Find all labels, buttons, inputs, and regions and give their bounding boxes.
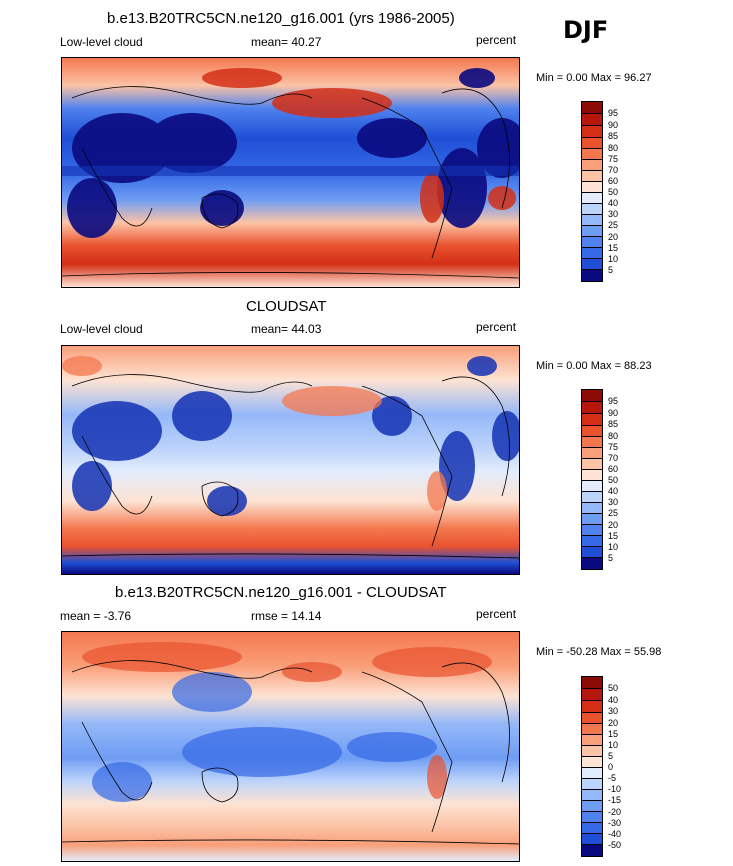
tick-label: 30 (608, 706, 619, 716)
panel2-title: CLOUDSAT (246, 298, 327, 315)
tick-label: 85 (608, 131, 619, 141)
panel1-mean: mean= 40.27 (251, 35, 322, 49)
tick-label: -30 (608, 818, 622, 828)
panel3-title: b.e13.B20TRC5CN.ne120_g16.001 - CLOUDSAT (115, 584, 447, 601)
tick-label: 50 (608, 475, 619, 485)
tick-label: -10 (608, 784, 622, 794)
tick-label: 40 (608, 486, 619, 496)
tick-label: 15 (608, 531, 619, 541)
tick-label: 10 (608, 254, 619, 264)
season-label: DJF (563, 16, 609, 44)
tick-label: -5 (608, 773, 617, 783)
tick-label: 10 (608, 542, 619, 552)
tick-label: 75 (608, 154, 619, 164)
panel1-units: percent (476, 33, 517, 47)
tick-label: 50 (608, 187, 619, 197)
tick-label: 5 (608, 265, 614, 275)
tick-label: -15 (608, 795, 622, 805)
tick-label: 20 (608, 232, 619, 242)
panel1-title: b.e13.B20TRC5CN.ne120_g16.001 (yrs 1986-… (107, 10, 455, 27)
tick-label: 20 (608, 718, 619, 728)
tick-label: 95 (608, 108, 619, 118)
tick-label: 70 (608, 453, 619, 463)
tick-label: 90 (608, 408, 619, 418)
tick-label: 15 (608, 729, 619, 739)
tick-label: 30 (608, 497, 619, 507)
tick-label: 90 (608, 120, 619, 130)
panel1-left-label: Low-level cloud (60, 35, 143, 49)
panel2-minmax: Min = 0.00 Max = 88.23 (536, 360, 652, 372)
panel2-mean: mean= 44.03 (251, 322, 322, 336)
tick-label: 60 (608, 176, 619, 186)
panel1-colorbar (581, 101, 603, 282)
panel3-minmax: Min = -50.28 Max = 55.98 (536, 646, 662, 658)
tick-label: 40 (608, 695, 619, 705)
panel2-colorbar (581, 389, 603, 570)
tick-label: 5 (608, 751, 614, 761)
tick-label: 20 (608, 520, 619, 530)
panel3-colorbar (581, 676, 603, 857)
tick-label: 85 (608, 419, 619, 429)
tick-label: 15 (608, 243, 619, 253)
tick-label: 40 (608, 198, 619, 208)
tick-label: 25 (608, 220, 619, 230)
tick-label: 95 (608, 396, 619, 406)
tick-label: 10 (608, 740, 619, 750)
panel3-rmse: rmse = 14.14 (251, 609, 322, 623)
panel3-mean: mean = -3.76 (60, 609, 132, 623)
panel2-map (61, 345, 520, 575)
tick-label: -50 (608, 840, 622, 850)
panel1-minmax: Min = 0.00 Max = 96.27 (536, 72, 652, 84)
tick-label: 0 (608, 762, 614, 772)
tick-label: 5 (608, 553, 614, 563)
tick-label: 25 (608, 508, 619, 518)
panel2-left-label: Low-level cloud (60, 322, 143, 336)
tick-label: 80 (608, 431, 619, 441)
tick-label: -20 (608, 807, 622, 817)
tick-label: 60 (608, 464, 619, 474)
tick-label: 80 (608, 143, 619, 153)
tick-label: 50 (608, 683, 619, 693)
panel3-map (61, 631, 520, 862)
panel3-units: percent (476, 607, 517, 621)
tick-label: 75 (608, 442, 619, 452)
panel1-map (61, 57, 520, 288)
tick-label: 30 (608, 209, 619, 219)
panel2-units: percent (476, 320, 517, 334)
tick-label: 70 (608, 165, 619, 175)
tick-label: -40 (608, 829, 622, 839)
